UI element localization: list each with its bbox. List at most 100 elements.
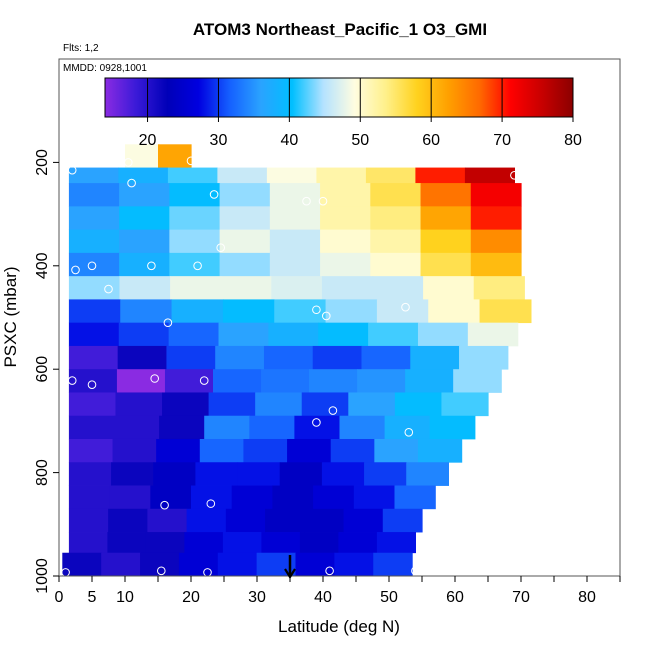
heatmap-cell (370, 229, 422, 254)
heatmap-cell (339, 415, 386, 440)
y-tick-label: 600 (34, 356, 51, 383)
heatmap-cell (109, 485, 151, 510)
flight-point (404, 427, 414, 437)
flight-point (411, 566, 420, 576)
flight-point (209, 190, 219, 199)
heatmap-cell (348, 392, 396, 417)
heatmap-cell (420, 183, 472, 207)
heatmap-cell (168, 322, 220, 347)
heatmap-cell (62, 552, 102, 577)
heatmap-cell (479, 299, 532, 324)
heatmap-cell (195, 462, 239, 486)
flight-point (322, 311, 331, 321)
heatmap-cell (150, 485, 192, 510)
heatmap-cell (376, 299, 429, 324)
heatmap-cell (199, 438, 245, 463)
heatmap-cell (265, 508, 305, 533)
heatmap-cell (263, 345, 314, 370)
x-tick-label: 40 (314, 589, 332, 606)
heatmap-cell (279, 462, 323, 486)
y-tick-label: 400 (34, 252, 51, 279)
heatmap-cell (467, 322, 519, 347)
colorbar-tick-label: 20 (139, 132, 157, 149)
heatmap-cell (186, 508, 227, 533)
flight-point (312, 418, 321, 427)
flight-point (87, 380, 97, 390)
heatmap-cell (208, 392, 256, 417)
heatmap-cell (119, 252, 170, 277)
heatmap-cell (120, 299, 173, 324)
x-tick-label: 50 (380, 589, 398, 606)
x-tick-label: 30 (248, 589, 266, 606)
y-tick-label: 800 (34, 459, 51, 486)
heatmap-cell (357, 369, 406, 393)
heatmap-cell (169, 229, 221, 254)
heatmap-cell (125, 144, 159, 168)
flight-point (124, 158, 133, 167)
heatmap-cell (269, 206, 321, 231)
arrow-head (284, 568, 296, 580)
heatmap-cell (219, 252, 271, 277)
heatmap-cell (249, 415, 295, 440)
heatmap-cell (153, 462, 196, 486)
heatmap-cell (68, 485, 111, 510)
heatmap-cell (320, 183, 371, 207)
heatmap-cell (368, 322, 419, 347)
heatmap-cell (119, 229, 170, 254)
heatmap-cell (364, 462, 407, 486)
heatmap-cell (271, 276, 323, 300)
flight-point (104, 284, 113, 294)
x-axis-label: Latitude (deg N) (278, 617, 400, 636)
heatmap-cell (464, 167, 515, 184)
heatmap-cell (119, 206, 170, 231)
heatmap-cell (373, 552, 413, 577)
x-tick-label: 60 (446, 589, 464, 606)
heatmap-cell (114, 415, 160, 440)
heatmap-cell (68, 276, 121, 300)
heatmap-cell (68, 392, 117, 417)
heatmap-cell (261, 369, 310, 393)
y-axis-label: PSXC (mbar) (1, 266, 20, 367)
flight-point (325, 566, 334, 576)
heatmap-cell (376, 532, 416, 554)
heatmap-cell (68, 438, 114, 463)
heatmap-cell (217, 167, 268, 184)
heatmap-cell (320, 229, 371, 254)
heatmap-cell (320, 206, 371, 231)
heatmap-cell (417, 322, 469, 347)
flights-note: Flts: 1,2 (63, 43, 99, 54)
heatmap-cell (191, 485, 233, 510)
x-tick-label: 20 (182, 589, 200, 606)
heatmap-cell (159, 415, 205, 440)
heatmap-cell (325, 299, 378, 324)
heatmap-cell (295, 552, 335, 577)
flight-point (147, 261, 156, 271)
plot-frame (58, 58, 621, 577)
heatmap-cell (171, 299, 224, 324)
heatmap-cell (406, 462, 449, 486)
heatmap-cell (428, 299, 481, 324)
colorbar-tick-label: 50 (351, 132, 369, 149)
flight-point (193, 261, 202, 271)
heatmap-cell (287, 438, 332, 463)
heatmap-cell (118, 167, 169, 184)
heatmap-cell (169, 183, 221, 207)
heatmap-cell (231, 485, 273, 510)
heatmap-cell (453, 369, 502, 393)
x-axis: 0 5 10 20 30 40 50 60 70 80 (55, 576, 621, 606)
heatmap-cell (269, 252, 321, 277)
flight-point (401, 302, 410, 312)
heatmap-cell (394, 392, 443, 417)
heatmap-cell (218, 322, 269, 347)
heatmap-cell (272, 485, 314, 510)
flight-point (302, 196, 311, 206)
heatmap-cell (269, 229, 321, 254)
colorbar: 20 30 40 50 60 70 80 (104, 77, 582, 149)
dates-note: MMDD: 0928,1001 (63, 63, 147, 74)
flight-point (71, 265, 80, 275)
heatmap-cell (116, 369, 166, 393)
heatmap-cell (219, 229, 271, 254)
heatmap-cell (147, 508, 188, 533)
heatmap-cell (68, 229, 120, 254)
heatmap-cell (274, 299, 327, 324)
